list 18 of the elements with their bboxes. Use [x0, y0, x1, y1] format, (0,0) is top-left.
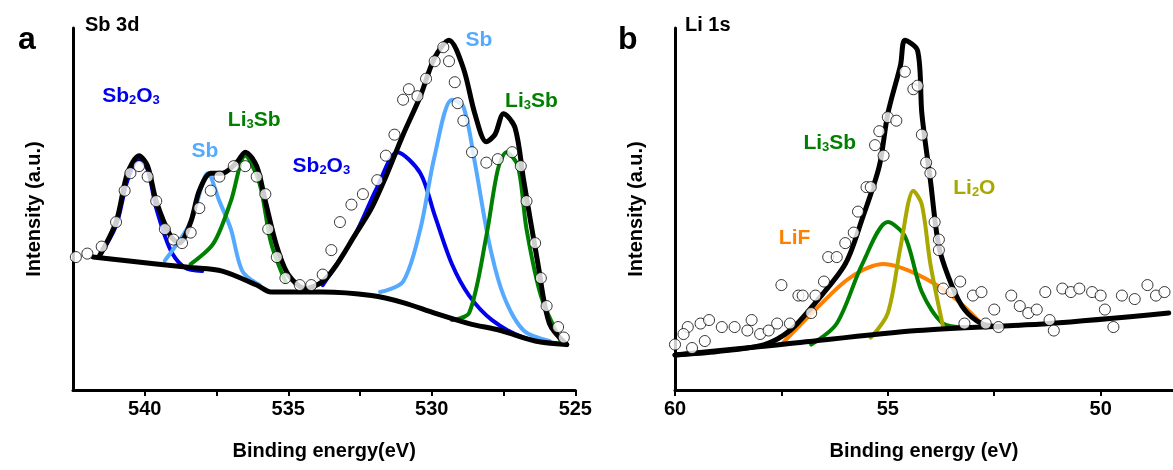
text: Sb — [465, 27, 493, 51]
series-label: Sb — [191, 137, 219, 161]
x-tick-label: 540 — [128, 397, 162, 419]
y-axis-title: Intensity (a.u.) — [624, 141, 646, 277]
x-tick-label: 50 — [1089, 397, 1112, 419]
x-tick-label: 535 — [271, 397, 305, 419]
text: LiF — [778, 224, 811, 248]
x-tick-label: 60 — [663, 397, 687, 419]
chart-title: Li 1s — [685, 13, 731, 35]
y-axis-title: Intensity (a.u.) — [22, 141, 44, 277]
chart-title: Sb 3d — [85, 13, 140, 35]
text: a — [18, 20, 36, 56]
x-tick-label: 530 — [415, 397, 449, 419]
x-axis-title: Binding energy(eV) — [232, 439, 416, 461]
x-tick-label: 55 — [876, 397, 899, 419]
text: b — [618, 20, 638, 56]
x-tick-label: 525 — [558, 397, 592, 419]
x-axis-title: Binding energy (eV) — [829, 439, 1019, 461]
